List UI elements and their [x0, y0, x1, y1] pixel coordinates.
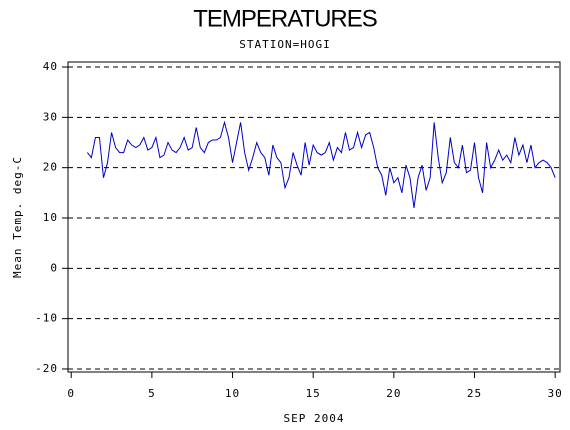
chart-subtitle: STATION=HOGI: [239, 38, 330, 51]
x-tick-label: 0: [67, 387, 75, 400]
y-axis-label: Mean Temp. deg-C: [11, 156, 24, 278]
y-tick-label: -20: [35, 362, 58, 375]
y-tick-label: 0: [50, 261, 58, 274]
y-tick-label: 20: [43, 161, 58, 174]
x-tick-label: 5: [148, 387, 156, 400]
chart-title: TEMPERATURES: [193, 5, 377, 32]
y-tick-label: -10: [35, 312, 58, 325]
y-tick-label: 30: [43, 110, 58, 123]
x-tick-label: 10: [225, 387, 240, 400]
x-tick-label: 15: [306, 387, 321, 400]
plot-frame: [67, 61, 561, 373]
y-tick-label: 10: [43, 211, 58, 224]
x-tick-label: 30: [548, 387, 563, 400]
x-tick-label: 20: [386, 387, 401, 400]
x-axis-label: SEP 2004: [284, 412, 345, 425]
data-line: [86, 120, 556, 209]
x-tick-label: 25: [467, 387, 482, 400]
y-tick-label: 40: [43, 60, 58, 73]
